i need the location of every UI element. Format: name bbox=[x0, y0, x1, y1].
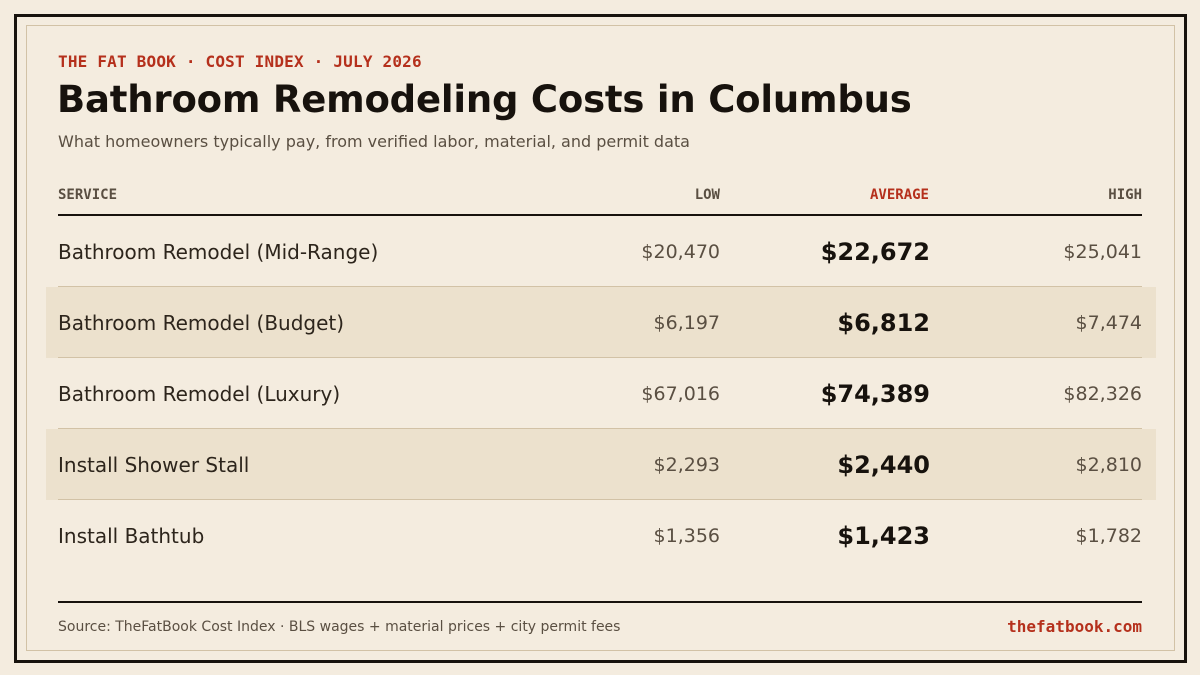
service-name: Bathroom Remodel (Mid-Range) bbox=[58, 239, 379, 264]
average-cost: $6,812 bbox=[837, 308, 930, 337]
high-cost: $1,782 bbox=[1075, 524, 1142, 547]
site-link[interactable]: thefatbook.com bbox=[1007, 617, 1142, 636]
header-rule bbox=[58, 214, 1142, 216]
service-name: Bathroom Remodel (Luxury) bbox=[58, 381, 341, 406]
low-cost: $1,356 bbox=[653, 524, 720, 547]
average-cost: $1,423 bbox=[837, 521, 930, 550]
high-cost: $82,326 bbox=[1063, 382, 1142, 405]
table-row: Install Bathtub $1,356 $1,423 $1,782 bbox=[0, 500, 1200, 571]
high-cost: $2,810 bbox=[1075, 453, 1142, 476]
low-cost: $67,016 bbox=[641, 382, 720, 405]
low-cost: $2,293 bbox=[653, 453, 720, 476]
table-row: Install Shower Stall $2,293 $2,440 $2,81… bbox=[0, 429, 1200, 500]
table-row: Bathroom Remodel (Luxury) $67,016 $74,38… bbox=[0, 358, 1200, 429]
column-header-low: LOW bbox=[694, 187, 720, 203]
cost-table: Bathroom Remodel (Mid-Range) $20,470 $22… bbox=[0, 216, 1200, 571]
service-name: Install Bathtub bbox=[58, 523, 205, 548]
service-name: Install Shower Stall bbox=[58, 452, 250, 477]
high-cost: $7,474 bbox=[1075, 311, 1142, 334]
source-note: Source: TheFatBook Cost Index · BLS wage… bbox=[58, 619, 621, 635]
column-header-high: HIGH bbox=[1108, 187, 1142, 203]
inner-frame bbox=[26, 25, 1175, 651]
low-cost: $20,470 bbox=[641, 240, 720, 263]
average-cost: $74,389 bbox=[820, 379, 930, 408]
table-row: Bathroom Remodel (Mid-Range) $20,470 $22… bbox=[0, 216, 1200, 287]
average-cost: $2,440 bbox=[837, 450, 930, 479]
high-cost: $25,041 bbox=[1063, 240, 1142, 263]
low-cost: $6,197 bbox=[653, 311, 720, 334]
outer-frame bbox=[14, 14, 1187, 663]
column-header-average: AVERAGE bbox=[869, 187, 929, 203]
footer-rule bbox=[58, 601, 1142, 603]
column-header-service: SERVICE bbox=[58, 187, 118, 203]
average-cost: $22,672 bbox=[820, 237, 930, 266]
page-title: Bathroom Remodeling Costs in Columbus bbox=[57, 78, 912, 121]
subtitle: What homeowners typically pay, from veri… bbox=[58, 132, 690, 151]
service-name: Bathroom Remodel (Budget) bbox=[58, 310, 345, 335]
table-row: Bathroom Remodel (Budget) $6,197 $6,812 … bbox=[0, 287, 1200, 358]
kicker: THE FAT BOOK · COST INDEX · JULY 2026 bbox=[58, 52, 422, 71]
